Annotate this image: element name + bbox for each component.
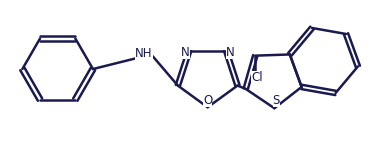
Text: N: N — [181, 46, 190, 59]
Text: S: S — [273, 94, 280, 107]
Text: O: O — [203, 94, 212, 107]
Text: NH: NH — [135, 47, 153, 60]
Text: N: N — [226, 46, 235, 59]
Text: Cl: Cl — [251, 71, 263, 84]
